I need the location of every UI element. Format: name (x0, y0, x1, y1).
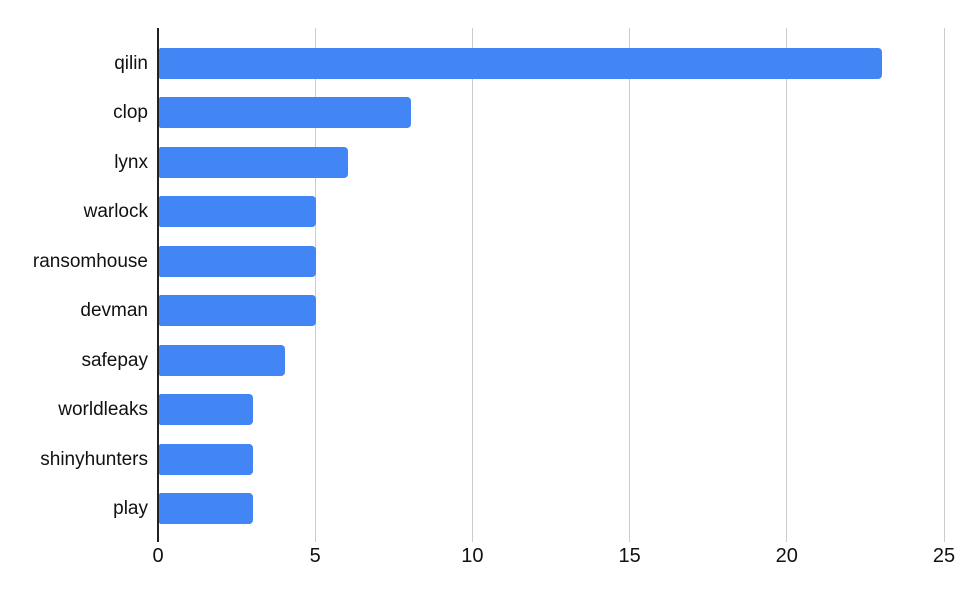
category-label-clop: clop (113, 102, 148, 124)
category-label-worldleaks: worldleaks (58, 399, 148, 421)
category-label-devman: devman (80, 300, 148, 322)
bar-clop (159, 97, 411, 129)
bar-play (159, 493, 254, 525)
bar-lynx (159, 146, 348, 178)
category-label-play: play (113, 498, 148, 520)
bar-worldleaks (159, 394, 254, 426)
category-label-shinyhunters: shinyhunters (40, 448, 148, 470)
gridline (314, 28, 316, 542)
gridline (471, 28, 473, 542)
gridline (629, 28, 631, 542)
bar-safepay (159, 344, 285, 376)
gridline (786, 28, 788, 542)
plot-area (157, 28, 945, 542)
category-label-safepay: safepay (81, 349, 148, 371)
bar-qilin (159, 47, 883, 79)
bar-shinyhunters (159, 443, 254, 475)
bar-warlock (159, 196, 317, 228)
bar-ransomhouse (159, 245, 317, 277)
x-tick-label-25: 25 (932, 545, 956, 567)
x-tick-label-20: 20 (775, 545, 798, 567)
gridline (943, 28, 945, 542)
bar-devman (159, 295, 317, 327)
x-tick-label-10: 10 (461, 545, 484, 567)
category-label-lynx: lynx (114, 151, 148, 173)
y-axis-baseline (157, 28, 159, 542)
category-label-qilin: qilin (114, 52, 148, 74)
category-label-ransomhouse: ransomhouse (32, 250, 148, 272)
category-label-warlock: warlock (83, 201, 148, 223)
x-tick-label-15: 15 (618, 545, 641, 567)
x-tick-label-0: 0 (152, 545, 164, 567)
x-tick-label-5: 5 (309, 545, 321, 567)
